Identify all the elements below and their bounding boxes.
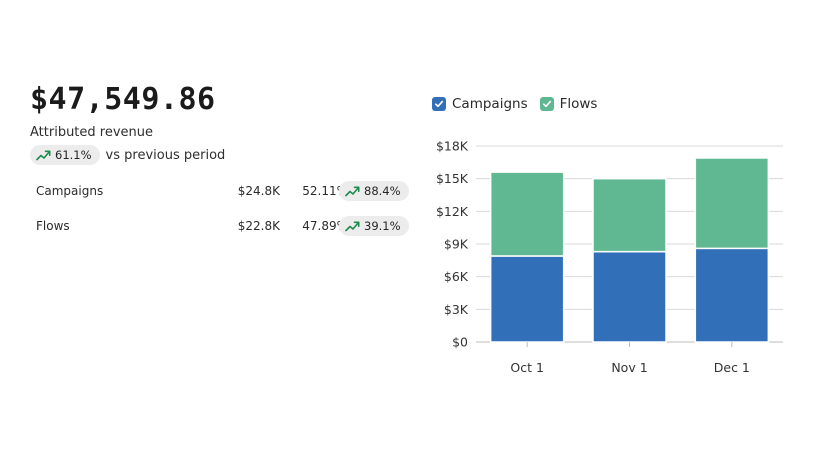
legend-label-campaigns: Campaigns — [452, 96, 528, 112]
x-tick-label: Oct 1 — [510, 360, 544, 375]
breakdown-row-flows: Flows $22.8K 47.89% 39.1% — [36, 210, 409, 245]
breakdown-amount: $22.8K — [237, 219, 280, 233]
total-change-badge: 61.1% — [30, 145, 100, 165]
breakdown-amount: $24.8K — [237, 184, 280, 198]
bar-flows-2 — [694, 157, 770, 250]
total-change-row: 61.1% vs previous period — [30, 145, 225, 165]
trend-up-icon — [36, 150, 51, 161]
y-tick-label: $18K — [436, 139, 469, 154]
breakdown-change-badge: 39.1% — [339, 216, 409, 236]
total-change-value: 61.1% — [55, 148, 92, 162]
y-tick-label: $12K — [436, 204, 469, 219]
trend-up-icon — [345, 221, 360, 232]
checkbox-checked-icon[interactable] — [539, 97, 554, 111]
breakdown-share: 52.11% — [302, 184, 348, 198]
y-tick-label: $15K — [436, 171, 469, 186]
x-tick-label: Dec 1 — [714, 360, 750, 375]
breakdown-change-badge: 88.4% — [339, 181, 409, 201]
x-tick-label: Nov 1 — [611, 360, 647, 375]
y-tick-label: $6K — [444, 269, 469, 284]
breakdown-name: Flows — [36, 219, 70, 233]
legend-item-campaigns[interactable]: Campaigns — [432, 96, 528, 112]
legend-label-flows: Flows — [559, 96, 598, 112]
breakdown-table: Campaigns $24.8K 52.11% 88.4% Flows $22.… — [36, 175, 409, 245]
total-change-suffix: vs previous period — [105, 147, 226, 163]
bar-flows-1 — [592, 177, 667, 253]
breakdown-share: 47.89% — [302, 219, 348, 233]
bar-flows-0 — [489, 171, 565, 257]
total-revenue-label: Attributed revenue — [30, 125, 154, 140]
breakdown-change-value: 39.1% — [364, 219, 401, 233]
y-tick-label: $3K — [444, 302, 469, 317]
chart-legend: Campaigns Flows — [432, 96, 597, 112]
y-tick-label: $9K — [444, 237, 469, 252]
bar-campaigns-1 — [592, 250, 667, 343]
bar-campaigns-2 — [694, 247, 770, 343]
breakdown-row-campaigns: Campaigns $24.8K 52.11% 88.4% — [36, 175, 409, 210]
y-tick-label: $0 — [452, 335, 468, 350]
trend-up-icon — [345, 186, 360, 197]
total-revenue: $47,549.86 — [30, 82, 216, 117]
breakdown-name: Campaigns — [36, 184, 104, 198]
breakdown-change-value: 88.4% — [364, 184, 401, 198]
checkbox-checked-icon[interactable] — [432, 97, 446, 111]
legend-item-flows[interactable]: Flows — [539, 96, 598, 112]
bar-campaigns-0 — [489, 255, 565, 343]
